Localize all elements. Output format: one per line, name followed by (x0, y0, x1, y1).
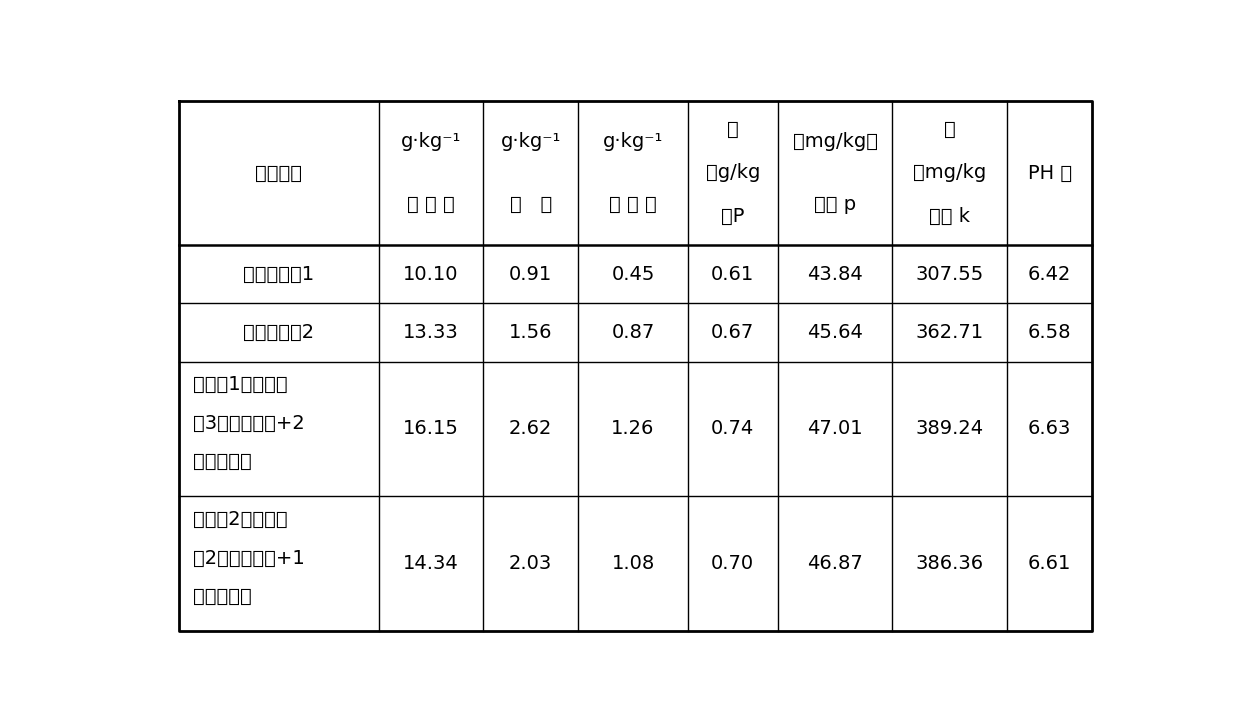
Text: 全   氮: 全 氮 (510, 195, 552, 214)
Text: 0.70: 0.70 (712, 555, 754, 573)
Text: 1.26: 1.26 (611, 420, 655, 439)
Text: ）: ） (944, 120, 956, 139)
Text: 速效 k: 速效 k (929, 207, 970, 225)
Text: 13.33: 13.33 (403, 323, 459, 342)
Text: （g/kg: （g/kg (706, 164, 760, 183)
Text: 6.42: 6.42 (1028, 265, 1071, 283)
Text: 0.61: 0.61 (712, 265, 754, 283)
Text: 碱 解 氮: 碱 解 氮 (609, 195, 657, 214)
Text: 46.87: 46.87 (807, 555, 863, 573)
Text: 386.36: 386.36 (915, 555, 983, 573)
Text: 0.74: 0.74 (712, 420, 754, 439)
Text: 对比实施例2: 对比实施例2 (243, 323, 315, 342)
Text: 实施例1：柑橘行: 实施例1：柑橘行 (193, 375, 288, 394)
Text: 0.87: 0.87 (611, 323, 655, 342)
Text: 模式类型: 模式类型 (255, 164, 303, 183)
Text: 0.91: 0.91 (510, 265, 552, 283)
Text: （mg/kg）: （mg/kg） (792, 132, 878, 151)
Text: 间2（山毛豆）+1: 间2（山毛豆）+1 (193, 549, 305, 568)
Text: g·kg⁻¹: g·kg⁻¹ (401, 132, 461, 151)
Text: 6.63: 6.63 (1028, 420, 1071, 439)
Text: 1.08: 1.08 (611, 555, 655, 573)
Text: 307.55: 307.55 (915, 265, 983, 283)
Text: 2.03: 2.03 (510, 555, 552, 573)
Text: g·kg⁻¹: g·kg⁻¹ (603, 132, 663, 151)
Text: 16.15: 16.15 (403, 420, 459, 439)
Text: 47.01: 47.01 (807, 420, 863, 439)
Text: 1.56: 1.56 (508, 323, 553, 342)
Text: 2.62: 2.62 (510, 420, 553, 439)
Text: 362.71: 362.71 (915, 323, 983, 342)
Text: 10.10: 10.10 (403, 265, 459, 283)
Text: 对比实施例1: 对比实施例1 (243, 265, 315, 283)
Text: 有 机 质: 有 机 质 (407, 195, 455, 214)
Text: （拉巴豆）: （拉巴豆） (193, 452, 252, 471)
Text: （mg/kg: （mg/kg (913, 164, 986, 183)
Text: 间3（山毛豆）+2: 间3（山毛豆）+2 (193, 414, 305, 433)
Text: 全P: 全P (722, 207, 744, 225)
Text: 0.67: 0.67 (712, 323, 754, 342)
Text: g·kg⁻¹: g·kg⁻¹ (501, 132, 560, 151)
Text: 389.24: 389.24 (915, 420, 983, 439)
Text: （拉巴豆）: （拉巴豆） (193, 587, 252, 606)
Text: 速效 p: 速效 p (813, 195, 856, 214)
Text: ）: ） (727, 120, 739, 139)
Text: 14.34: 14.34 (403, 555, 459, 573)
Text: 实施例2：柑橘行: 实施例2：柑橘行 (193, 510, 288, 529)
Text: 0.45: 0.45 (611, 265, 655, 283)
Text: 45.64: 45.64 (807, 323, 863, 342)
Text: 6.61: 6.61 (1028, 555, 1071, 573)
Text: 6.58: 6.58 (1028, 323, 1071, 342)
Text: 43.84: 43.84 (807, 265, 863, 283)
Text: PH 值: PH 值 (1028, 164, 1071, 183)
